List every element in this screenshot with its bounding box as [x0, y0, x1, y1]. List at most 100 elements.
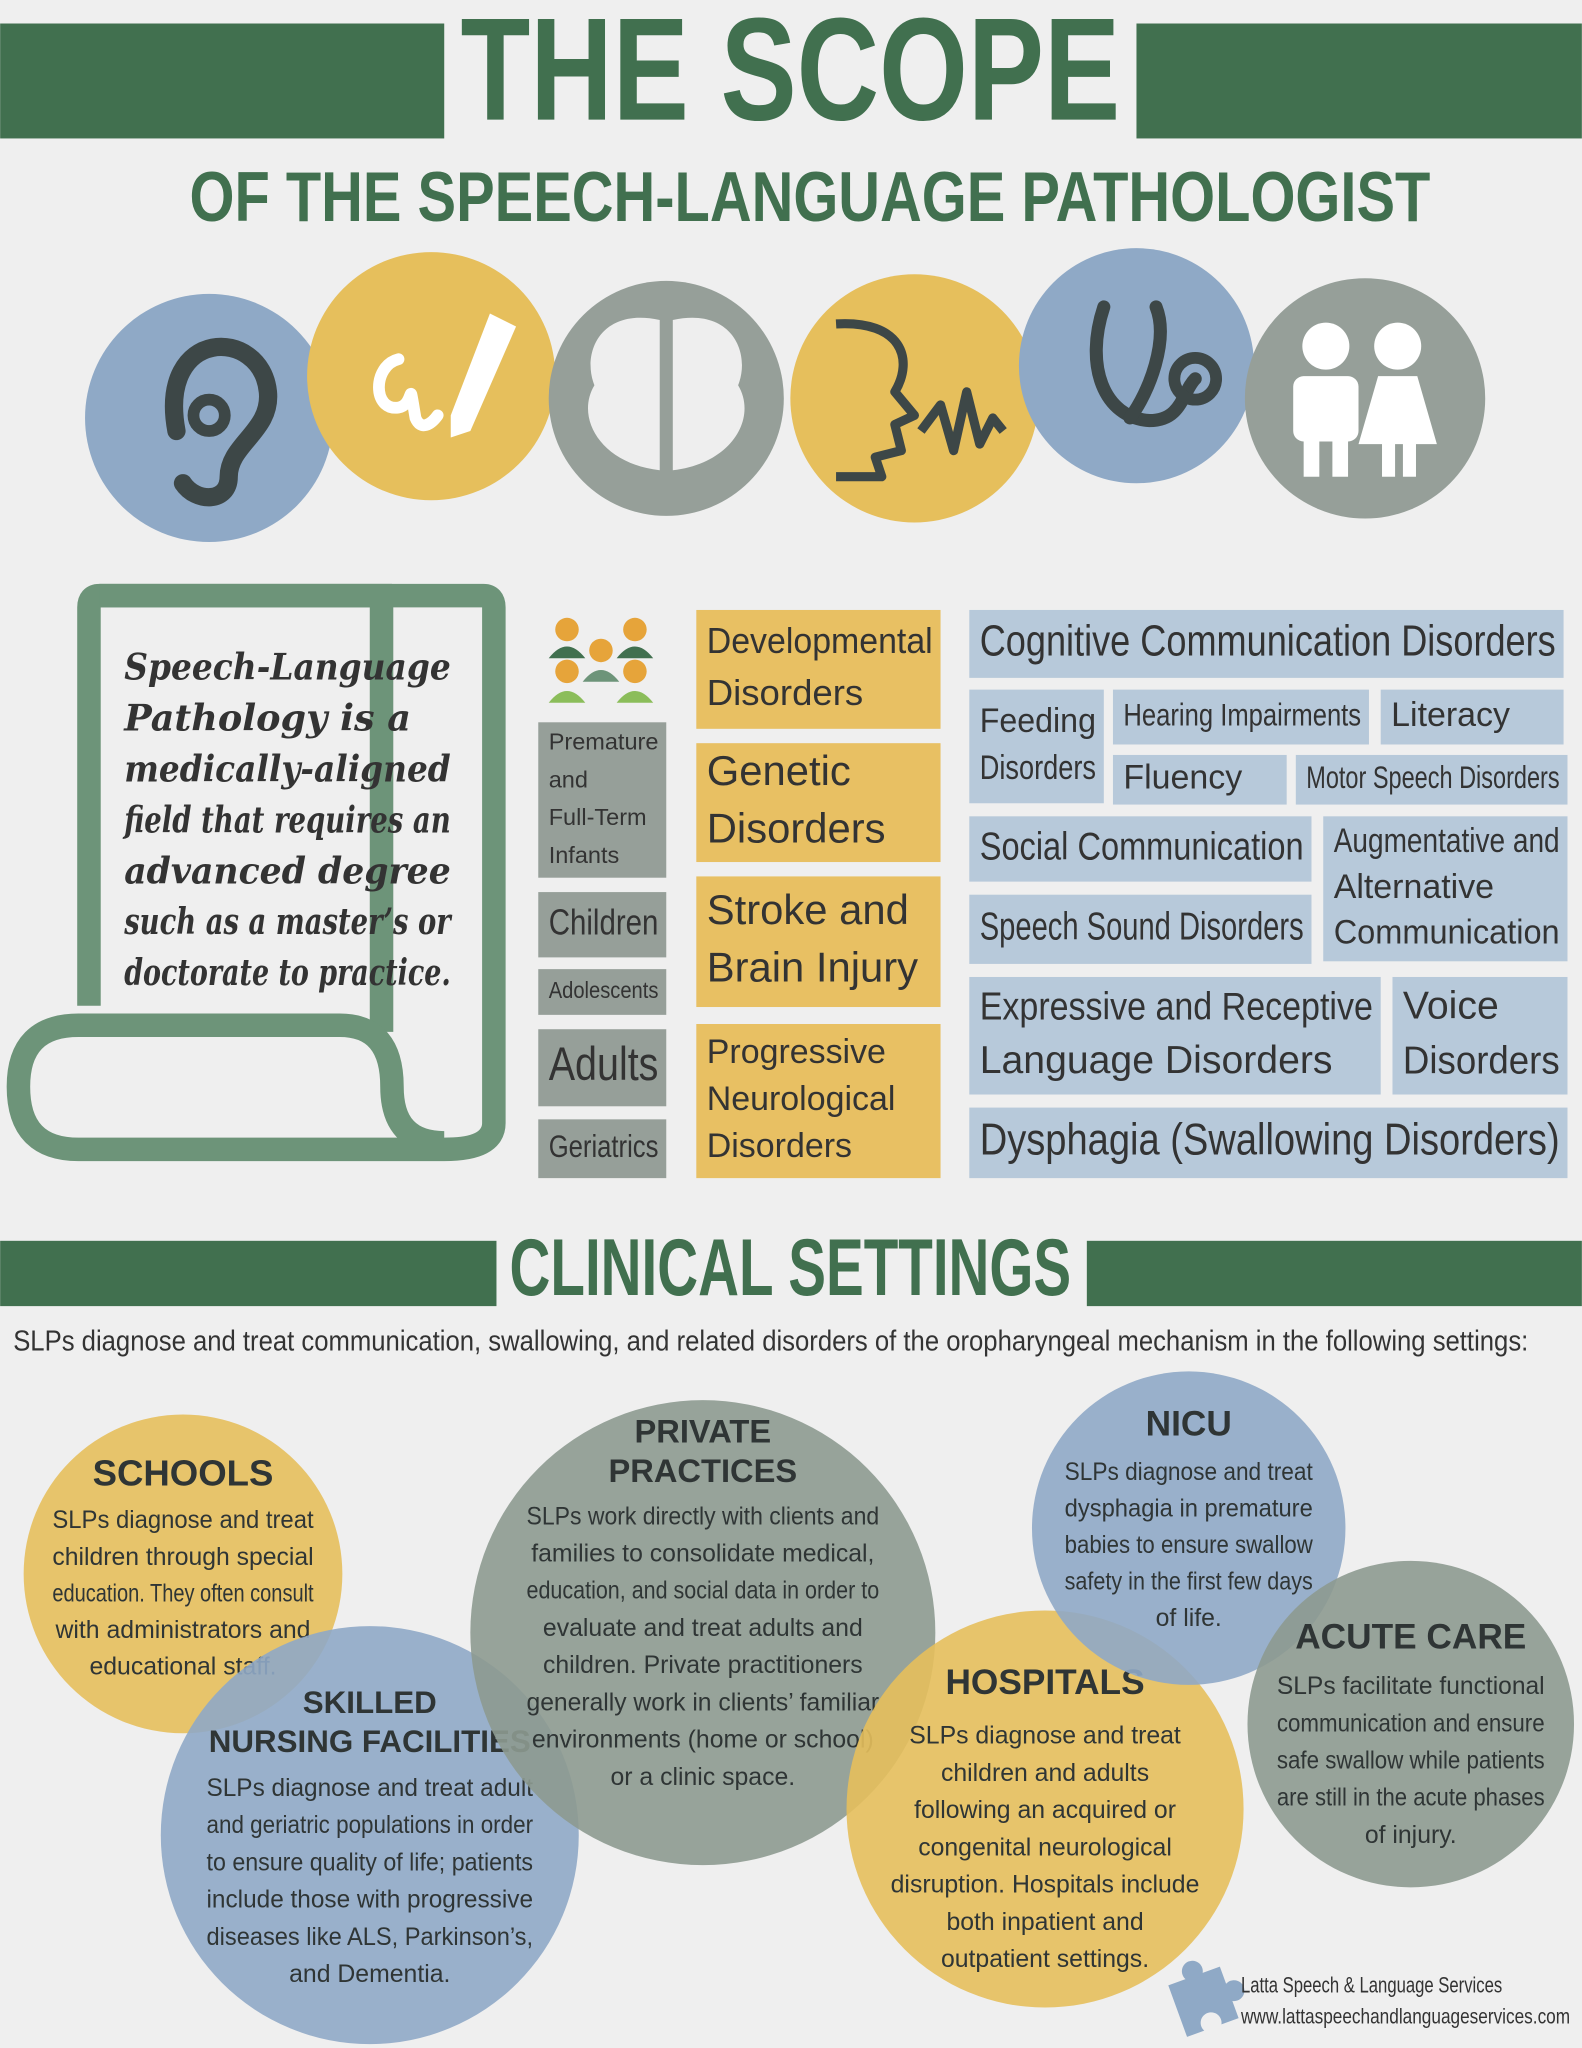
setting-text: SLPs diagnose and treat [909, 1723, 1181, 1750]
setting-text: children and adults [941, 1760, 1149, 1787]
setting-text: disruption. Hospitals include [891, 1872, 1200, 1899]
setting-text: of life. [1156, 1605, 1222, 1632]
subtitle: OF THE SPEECH-LANGUAGE PATHOLOGIST [190, 157, 1431, 236]
setting-circle [846, 1610, 1244, 2008]
area [1380, 689, 1564, 745]
disorder [696, 743, 941, 863]
setting-title: PRACTICES [609, 1452, 798, 1489]
setting-text: or a clinic space. [610, 1764, 795, 1791]
ear-icon [165, 337, 278, 507]
stethoscope-icon [1123, 300, 1167, 425]
setting-text: are still in the acute phases [1277, 1785, 1545, 1812]
area-text: Fluency [1123, 759, 1242, 797]
setting-text: children. Private practitioners [543, 1652, 863, 1679]
area-text: Expressive and Receptive [980, 985, 1373, 1028]
area-text: Literacy [1391, 696, 1510, 734]
area-text: Feeding [980, 702, 1096, 740]
setting-text: of injury. [1365, 1822, 1457, 1849]
area-text: Dysphagia (Swallowing Disorders) [980, 1116, 1560, 1165]
area [969, 894, 1312, 964]
band [0, 23, 445, 139]
stethoscope-icon [1168, 352, 1223, 406]
setting-title: SCHOOLS [93, 1453, 274, 1494]
area-text: Language Disorders [980, 1039, 1333, 1082]
setting-text: evaluate and treat adults and [543, 1615, 863, 1642]
setting-text: education. They often consult [52, 1580, 313, 1607]
setting-title: HOSPITALS [945, 1663, 1144, 1702]
area [1323, 816, 1568, 962]
setting-circle [1247, 1560, 1575, 1888]
setting-title: NICU [1146, 1405, 1232, 1444]
area-text: Cognitive Communication Disorders [980, 617, 1556, 665]
population-text: Full-Term [549, 804, 647, 830]
disorder-text: Developmental [707, 620, 933, 661]
scroll-text: advanced degree [124, 849, 451, 892]
speech-icon [835, 319, 1007, 482]
setting-title: NURSING FACILITIES [209, 1724, 531, 1759]
scroll [6, 583, 506, 1162]
setting-circle [1031, 1371, 1346, 1685]
area-text: Hearing Impairments [1123, 697, 1361, 732]
setting-text: include those with progressive [207, 1887, 534, 1914]
scroll-text: medically-aligned [124, 747, 451, 790]
population-text: Adolescents [549, 977, 659, 1003]
area [969, 1107, 1568, 1179]
area [1392, 976, 1568, 1095]
scroll-text: field that requires an [122, 798, 451, 841]
population-text: and [549, 766, 588, 792]
footer-name: Latta Speech & Language Services [1241, 1972, 1502, 1997]
population-text: Geriatrics [549, 1129, 659, 1164]
area-text: Speech Sound Disorders [980, 906, 1304, 949]
band [0, 1240, 497, 1307]
area-text: Disorders [980, 749, 1096, 787]
setting-circle [470, 1400, 936, 1866]
setting-text: babies to ensure swallow [1065, 1532, 1313, 1559]
icon-circle [1244, 278, 1486, 519]
setting-text: and Dementia. [289, 1961, 450, 1988]
setting-text: dysphagia in premature [1065, 1495, 1313, 1522]
population [538, 892, 667, 958]
disorder-text: Progressive [707, 1033, 886, 1071]
icon-circle [548, 280, 784, 516]
setting-circle [160, 1626, 579, 2045]
disorder-text: Brain Injury [707, 943, 918, 990]
disorder-text: Disorders [707, 672, 863, 713]
population-text: Premature [549, 728, 659, 754]
scroll-text: doctorate to practice. [124, 951, 451, 994]
area [969, 976, 1381, 1095]
disorder-text: Stroke and [707, 886, 909, 933]
setting-title: PRIVATE [635, 1413, 772, 1450]
scroll-text: such as a master’s or [123, 900, 452, 943]
setting-text: generally work in clients’ familiar [527, 1689, 880, 1716]
puzzle-icon [1168, 1960, 1245, 2037]
area [1112, 689, 1369, 745]
setting-title: ACUTE CARE [1295, 1617, 1526, 1656]
setting-text: following an acquired or [914, 1797, 1176, 1824]
band [1086, 1240, 1582, 1307]
setting-text: safe swallow while patients [1277, 1748, 1545, 1775]
setting-text: diseases like ALS, Parkinson’s, [207, 1924, 534, 1951]
setting-text: with administrators and [55, 1617, 311, 1644]
disorder-text: Genetic [707, 747, 851, 794]
disorder-text: Disorders [707, 804, 886, 851]
area-text: Alternative [1334, 868, 1494, 906]
area-text: Communication [1334, 913, 1560, 951]
setting-text: outpatient settings. [941, 1946, 1149, 1973]
setting-text: children through special [52, 1544, 313, 1571]
area-text: Social Communication [980, 825, 1304, 868]
title: THE SCOPE [461, 0, 1121, 151]
setting-text: both inpatient and [946, 1909, 1143, 1936]
setting-text: SLPs facilitate functional [1277, 1673, 1545, 1700]
icon-circle [307, 252, 556, 501]
scroll-text: Speech-Language [124, 646, 451, 689]
band [1136, 23, 1582, 139]
setting-text: SLPs diagnose and treat [1065, 1459, 1313, 1486]
population [538, 1119, 667, 1179]
setting-title: SKILLED [303, 1685, 437, 1720]
brain-icon [587, 317, 745, 471]
setting-text: families to consolidate medical, [531, 1540, 874, 1567]
icon-circle [1018, 248, 1255, 484]
disorder-text: Neurological [707, 1080, 896, 1118]
area [1295, 754, 1568, 805]
